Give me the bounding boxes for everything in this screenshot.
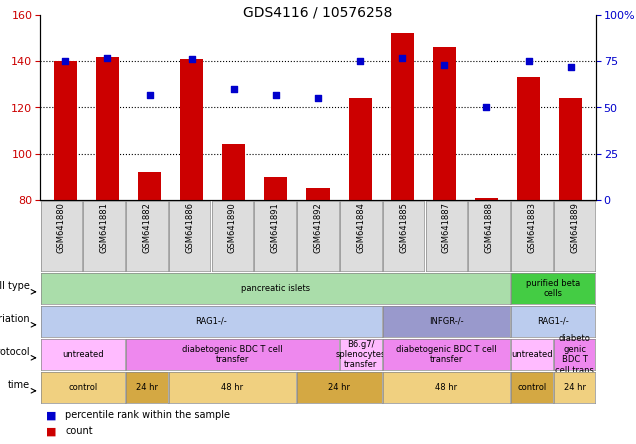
Bar	[559, 98, 583, 200]
Text: control: control	[68, 383, 97, 392]
Point	[229, 85, 239, 92]
Text: pancreatic islets: pancreatic islets	[240, 284, 310, 293]
Text: GSM641889: GSM641889	[570, 202, 579, 253]
Text: GSM641887: GSM641887	[442, 202, 451, 253]
Text: cell type: cell type	[0, 281, 30, 291]
Text: untreated: untreated	[511, 350, 553, 359]
Text: count: count	[66, 426, 93, 436]
Text: time: time	[8, 380, 30, 390]
Text: GSM641891: GSM641891	[271, 202, 280, 253]
Point	[60, 58, 71, 65]
Text: percentile rank within the sample: percentile rank within the sample	[66, 410, 230, 420]
Point	[397, 54, 407, 61]
Text: RAG1-/-: RAG1-/-	[195, 317, 227, 326]
Text: 48 hr: 48 hr	[221, 383, 244, 392]
Bar	[96, 57, 119, 200]
Text: B6.g7/
splenocytes
transfer: B6.g7/ splenocytes transfer	[336, 340, 386, 369]
Text: GSM641883: GSM641883	[527, 202, 536, 253]
Text: GSM641882: GSM641882	[142, 202, 151, 253]
Bar	[517, 77, 540, 200]
Point	[523, 58, 534, 65]
Point	[313, 95, 323, 102]
Text: GDS4116 / 10576258: GDS4116 / 10576258	[244, 5, 392, 19]
Text: 24 hr: 24 hr	[563, 383, 586, 392]
Text: 48 hr: 48 hr	[435, 383, 457, 392]
Point	[439, 61, 450, 68]
Text: GSM641890: GSM641890	[228, 202, 237, 253]
Text: purified beta
cells: purified beta cells	[526, 279, 581, 298]
Point	[186, 56, 197, 63]
Text: untreated: untreated	[62, 350, 104, 359]
Bar	[180, 59, 204, 200]
Text: GSM641881: GSM641881	[100, 202, 109, 253]
Text: diabeto
genic
BDC T
cell trans: diabeto genic BDC T cell trans	[555, 334, 594, 375]
Text: GSM641888: GSM641888	[485, 202, 494, 253]
Text: ■: ■	[46, 410, 57, 420]
Point	[481, 104, 492, 111]
Text: 24 hr: 24 hr	[328, 383, 350, 392]
Text: ■: ■	[46, 426, 57, 436]
Text: INFGR-/-: INFGR-/-	[429, 317, 464, 326]
Text: genotype/variation: genotype/variation	[0, 314, 30, 324]
Bar	[475, 198, 498, 200]
Bar	[307, 188, 329, 200]
Text: 24 hr: 24 hr	[136, 383, 158, 392]
Text: control: control	[517, 383, 546, 392]
Bar	[349, 98, 371, 200]
Text: GSM641892: GSM641892	[314, 202, 322, 253]
Point	[355, 58, 365, 65]
Text: diabetogenic BDC T cell
transfer: diabetogenic BDC T cell transfer	[182, 345, 283, 364]
Text: GSM641880: GSM641880	[57, 202, 66, 253]
Point	[144, 91, 155, 98]
Point	[271, 91, 281, 98]
Bar	[391, 33, 414, 200]
Point	[565, 63, 576, 70]
Text: GSM641884: GSM641884	[356, 202, 365, 253]
Text: diabetogenic BDC T cell
transfer: diabetogenic BDC T cell transfer	[396, 345, 497, 364]
Point	[102, 54, 113, 61]
Bar	[432, 48, 456, 200]
Bar	[138, 172, 161, 200]
Bar	[222, 144, 245, 200]
Text: GSM641885: GSM641885	[399, 202, 408, 253]
Text: protocol: protocol	[0, 347, 30, 357]
Text: GSM641886: GSM641886	[185, 202, 194, 253]
Bar	[265, 177, 287, 200]
Bar	[53, 61, 77, 200]
Text: RAG1-/-: RAG1-/-	[537, 317, 569, 326]
